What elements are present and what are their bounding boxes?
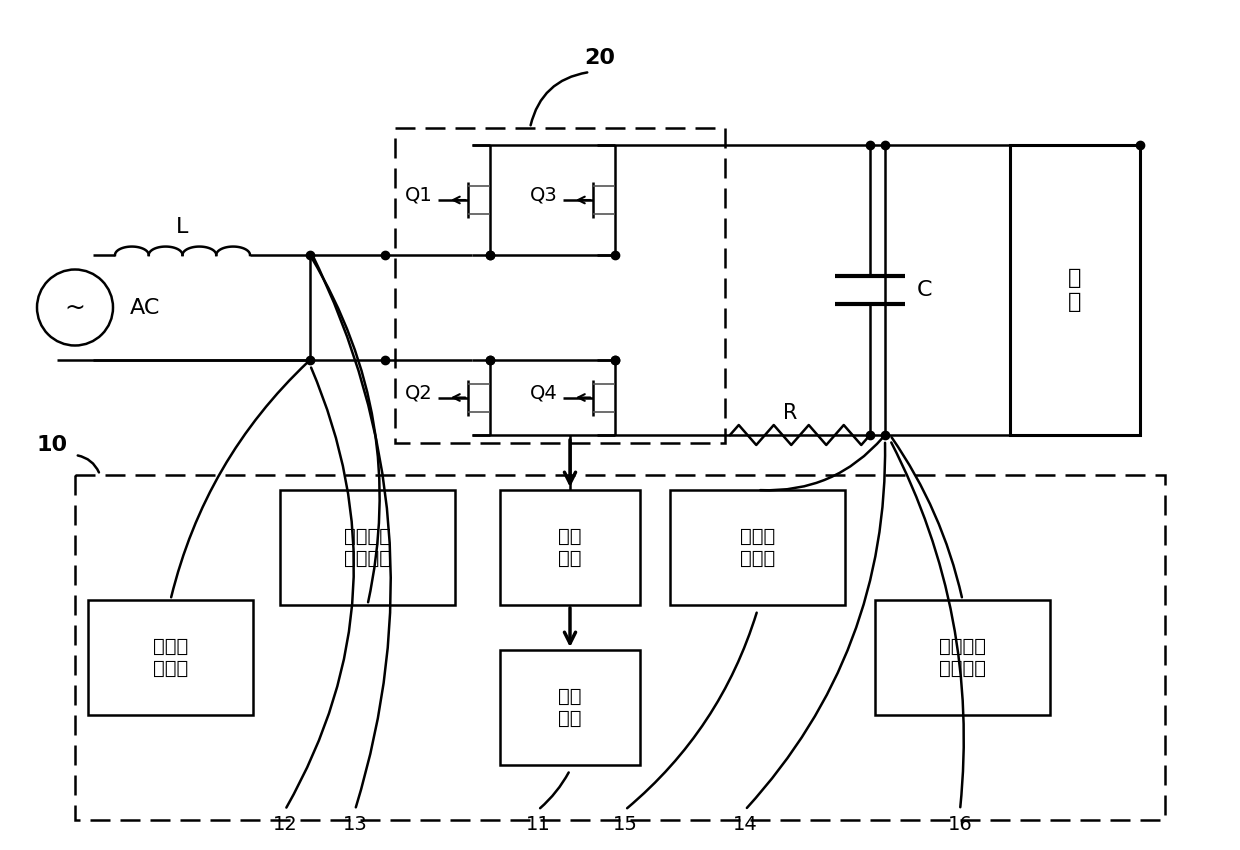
FancyArrowPatch shape	[760, 437, 883, 490]
Bar	[875, 600, 1050, 715]
FancyArrowPatch shape	[892, 443, 963, 808]
Text: C: C	[918, 280, 932, 300]
Text: 交流电压
检测单元: 交流电压 检测单元	[343, 527, 391, 568]
Text: 母线电压
检测单元: 母线电压 检测单元	[939, 637, 986, 678]
Text: 14: 14	[733, 815, 758, 835]
Text: 驱动保
护单元: 驱动保 护单元	[740, 527, 775, 568]
Text: L: L	[176, 217, 188, 237]
Text: 负
载: 负 载	[1069, 269, 1081, 312]
Bar	[88, 600, 253, 715]
Text: 16: 16	[947, 815, 972, 835]
Text: 控制
单元: 控制 单元	[558, 687, 582, 728]
Text: Q4: Q4	[531, 383, 558, 402]
Text: AC: AC	[130, 298, 160, 318]
Text: ~: ~	[64, 296, 86, 320]
Text: R: R	[782, 403, 797, 423]
FancyArrowPatch shape	[286, 367, 353, 808]
Text: Q1: Q1	[405, 185, 433, 205]
Text: 11: 11	[526, 815, 551, 835]
Bar	[670, 490, 844, 605]
FancyArrowPatch shape	[311, 252, 391, 808]
FancyArrowPatch shape	[541, 773, 569, 808]
Bar	[74, 475, 1166, 820]
FancyArrowPatch shape	[892, 437, 962, 598]
Bar	[280, 490, 455, 605]
FancyArrowPatch shape	[171, 362, 308, 598]
Text: 13: 13	[342, 815, 367, 835]
Text: Q2: Q2	[405, 383, 433, 402]
Text: 20: 20	[584, 48, 615, 68]
Text: 12: 12	[273, 815, 298, 835]
Bar	[500, 490, 640, 605]
FancyArrowPatch shape	[746, 443, 885, 808]
Bar	[396, 128, 725, 443]
Text: 15: 15	[613, 815, 637, 835]
Bar	[1011, 145, 1140, 435]
Text: 10: 10	[37, 435, 68, 455]
Bar	[500, 650, 640, 765]
Text: Q3: Q3	[531, 185, 558, 205]
FancyArrowPatch shape	[78, 456, 99, 473]
FancyArrowPatch shape	[311, 258, 379, 603]
Text: 驱动
单元: 驱动 单元	[558, 527, 582, 568]
Text: 电流检
测单元: 电流检 测单元	[153, 637, 188, 678]
FancyArrowPatch shape	[627, 613, 756, 808]
FancyArrowPatch shape	[531, 72, 588, 125]
